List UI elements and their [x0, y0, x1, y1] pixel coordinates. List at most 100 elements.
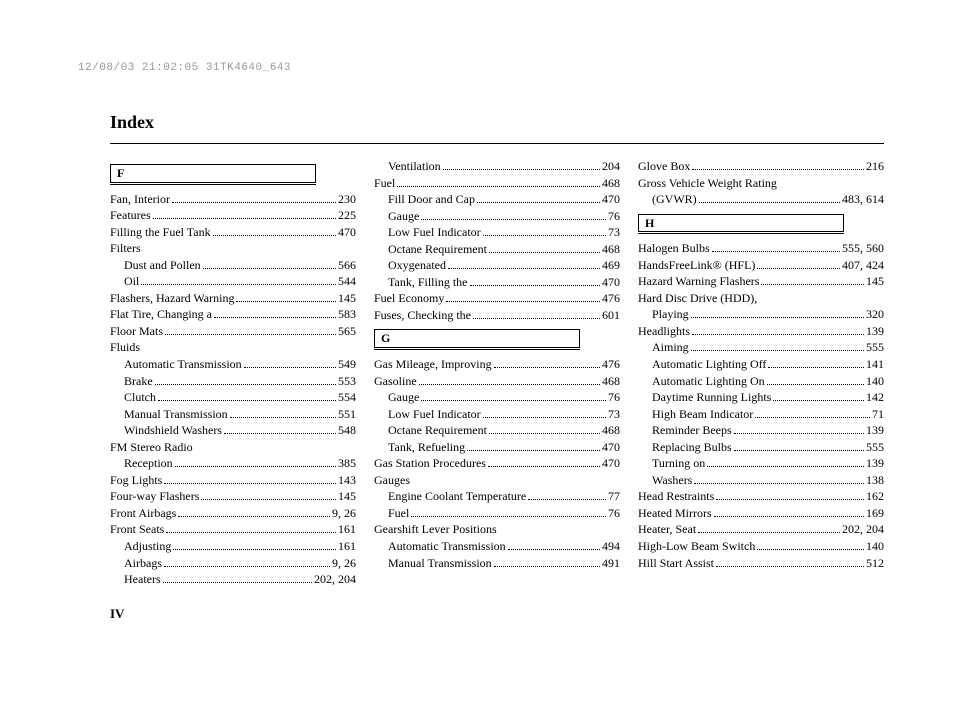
title-rule [110, 143, 884, 144]
index-entry: Floor Mats565 [110, 323, 356, 340]
index-entry-page: 566 [338, 257, 356, 274]
index-entry-page: 161 [338, 521, 356, 538]
index-entry-label: Fuel [388, 505, 409, 522]
index-entry: Heaters202, 204 [110, 571, 356, 588]
index-entry-page: 469 [602, 257, 620, 274]
index-entry-page: 470 [602, 455, 620, 472]
index-entry-label: Hill Start Assist [638, 555, 714, 572]
leader-dots [473, 318, 600, 319]
leader-dots [757, 268, 840, 269]
index-entry-label: Heaters [124, 571, 161, 588]
index-heading: Hard Disc Drive (HDD), [638, 290, 884, 307]
index-entry-page: 468 [602, 241, 620, 258]
leader-dots [213, 235, 336, 236]
index-entry: Octane Requirement468 [374, 422, 620, 439]
index-entry-label: Glove Box [638, 158, 690, 175]
index-column: Glove Box216Gross Vehicle Weight Rating(… [638, 158, 884, 588]
index-entry-page: 553 [338, 373, 356, 390]
index-column: Ventilation204Fuel468Fill Door and Cap47… [374, 158, 620, 588]
leader-dots [164, 566, 330, 567]
index-entry-label: Automatic Transmission [124, 356, 242, 373]
index-entry-label: Heated Mirrors [638, 505, 712, 522]
index-entry-page: 204 [602, 158, 620, 175]
index-entry-page: 143 [338, 472, 356, 489]
index-entry: Engine Coolant Temperature77 [374, 488, 620, 505]
leader-dots [467, 450, 600, 451]
index-entry: Windshield Washers548 [110, 422, 356, 439]
index-entry-page: 470 [338, 224, 356, 241]
leader-dots [494, 566, 600, 567]
index-entry: Daytime Running Lights 142 [638, 389, 884, 406]
index-entry-page: 140 [866, 373, 884, 390]
index-entry-page: 76 [608, 208, 620, 225]
leader-dots [489, 252, 600, 253]
index-entry-page: 476 [602, 356, 620, 373]
index-entry-page: 145 [338, 290, 356, 307]
leader-dots [230, 417, 336, 418]
index-entry: Fill Door and Cap470 [374, 191, 620, 208]
index-entry: High-Low Beam Switch140 [638, 538, 884, 555]
index-entry-page: 202, 204 [842, 521, 884, 538]
index-page: 12/08/03 21:02:05 31TK4640_643 Index FFa… [0, 0, 954, 710]
index-entry-label: Dust and Pollen [124, 257, 201, 274]
leader-dots [716, 566, 864, 567]
index-entry-label: High Beam Indicator [652, 406, 753, 423]
index-entry: Flashers, Hazard Warning145 [110, 290, 356, 307]
index-column: FFan, Interior230Features225Filling the … [110, 158, 356, 588]
index-entry: Glove Box 216 [638, 158, 884, 175]
section-letter-rule [374, 349, 580, 350]
leader-dots [158, 400, 336, 401]
index-entry: Brake 553 [110, 373, 356, 390]
leader-dots [141, 284, 336, 285]
index-entry-page: 385 [338, 455, 356, 472]
index-entry: Fuses, Checking the601 [374, 307, 620, 324]
index-entry-label: Gas Station Procedures [374, 455, 486, 472]
index-entry-label: Fill Door and Cap [388, 191, 475, 208]
index-entry: Tank, Refueling470 [374, 439, 620, 456]
index-entry-page: 139 [866, 455, 884, 472]
index-entry-label: HandsFreeLink® (HFL) [638, 257, 755, 274]
leader-dots [757, 549, 864, 550]
index-entry: Heated Mirrors169 [638, 505, 884, 522]
index-entry-label: Fuel [374, 175, 395, 192]
index-entry-label: Airbags [124, 555, 162, 572]
leader-dots [163, 582, 312, 583]
index-entry: Reception385 [110, 455, 356, 472]
index-entry-page: 512 [866, 555, 884, 572]
index-entry-label: Reminder Beeps [652, 422, 732, 439]
index-columns: FFan, Interior230Features225Filling the … [110, 158, 884, 588]
index-entry: Fuel Economy476 [374, 290, 620, 307]
index-entry: Front Seats161 [110, 521, 356, 538]
index-entry-label: Brake [124, 373, 153, 390]
index-entry-label: Hazard Warning Flashers [638, 273, 759, 290]
index-heading: Filters [110, 240, 356, 257]
index-entry: Manual Transmission491 [374, 555, 620, 572]
index-entry: Dust and Pollen 566 [110, 257, 356, 274]
leader-dots [508, 549, 600, 550]
index-entry-page: 142 [866, 389, 884, 406]
leader-dots [714, 516, 864, 517]
leader-dots [528, 499, 606, 500]
leader-dots [421, 400, 606, 401]
index-entry-label: Flat Tire, Changing a [110, 306, 212, 323]
index-entry-page: 468 [602, 373, 620, 390]
index-entry-page: 549 [338, 356, 356, 373]
section-letter: F [110, 164, 316, 183]
index-entry: Fuel76 [374, 505, 620, 522]
index-entry-page: 216 [866, 158, 884, 175]
index-entry-page: 141 [866, 356, 884, 373]
index-entry-label: Clutch [124, 389, 156, 406]
leader-dots [734, 450, 864, 451]
index-entry: Turning on139 [638, 455, 884, 472]
index-entry: Headlights139 [638, 323, 884, 340]
section-letter: H [638, 214, 844, 233]
index-entry: Flat Tire, Changing a583 [110, 306, 356, 323]
index-entry-page: 494 [602, 538, 620, 555]
index-entry: Fog Lights143 [110, 472, 356, 489]
index-entry-page: 555 [866, 339, 884, 356]
index-entry-label: Four-way Flashers [110, 488, 199, 505]
leader-dots [698, 532, 840, 533]
leader-dots [446, 301, 600, 302]
leader-dots [419, 384, 600, 385]
index-entry-label: Daytime Running Lights [652, 389, 771, 406]
